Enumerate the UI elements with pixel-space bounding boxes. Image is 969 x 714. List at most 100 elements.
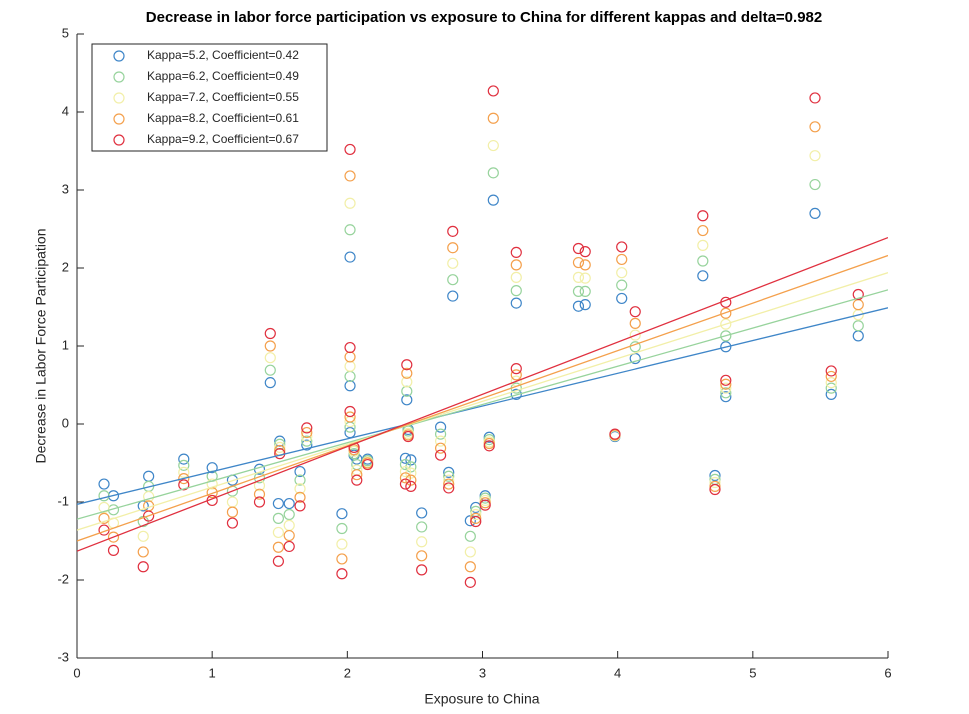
- data-point: [264, 340, 276, 352]
- data-point: [579, 272, 591, 284]
- data-point: [206, 462, 218, 474]
- data-point: [697, 239, 709, 251]
- data-point: [434, 442, 447, 454]
- data-point: [579, 246, 591, 258]
- data-point: [510, 271, 522, 283]
- data-point: [336, 522, 348, 535]
- data-point: [399, 472, 412, 484]
- chart-title: Decrease in labor force participation vs…: [146, 9, 822, 26]
- data-point: [487, 85, 499, 97]
- data-point: [416, 536, 428, 548]
- data-point: [443, 470, 455, 482]
- y-tick-label: -3: [57, 649, 69, 664]
- data-point: [443, 474, 455, 486]
- data-point: [720, 374, 732, 386]
- data-point: [272, 497, 284, 510]
- data-point: [709, 476, 721, 489]
- x-tick-label: 1: [209, 665, 216, 680]
- data-point: [579, 285, 591, 297]
- data-point: [274, 441, 286, 453]
- data-point: [178, 466, 190, 478]
- data-point: [825, 388, 837, 400]
- data-point: [809, 121, 821, 133]
- legend-label: Kappa=5.2, Coefficient=0.42: [147, 48, 299, 62]
- data-point: [402, 430, 414, 443]
- data-point: [344, 351, 356, 363]
- data-point: [301, 422, 313, 434]
- data-point: [401, 376, 413, 388]
- data-point: [344, 143, 356, 156]
- fit-line: [77, 236, 888, 552]
- data-point: [720, 391, 732, 403]
- data-point: [301, 435, 313, 447]
- data-point: [137, 561, 149, 573]
- data-point: [609, 428, 621, 440]
- data-point: [344, 170, 356, 182]
- data-point: [253, 488, 266, 500]
- data-point: [720, 341, 732, 353]
- data-point: [344, 197, 356, 209]
- y-tick-label: 2: [62, 259, 69, 274]
- data-point: [470, 512, 482, 524]
- data-point: [283, 508, 295, 521]
- data-point: [510, 297, 522, 309]
- x-tick-label: 2: [344, 665, 351, 680]
- y-tick-label: -1: [57, 493, 69, 508]
- data-point: [336, 508, 348, 520]
- data-point: [143, 490, 155, 503]
- data-point: [697, 270, 709, 282]
- fit-line: [77, 254, 888, 542]
- data-point: [720, 378, 732, 390]
- data-point: [416, 507, 428, 519]
- data-point: [351, 469, 363, 481]
- data-point: [264, 352, 276, 364]
- data-point: [709, 483, 721, 496]
- data-point: [487, 139, 499, 152]
- data-point: [579, 299, 591, 311]
- data-point: [447, 257, 459, 269]
- data-point: [344, 411, 356, 423]
- data-point: [572, 285, 585, 297]
- data-point: [447, 274, 459, 286]
- y-tick-label: 1: [62, 337, 69, 352]
- data-point: [479, 499, 491, 511]
- data-point: [253, 496, 266, 508]
- data-point: [301, 426, 313, 439]
- y-tick-label: 4: [62, 103, 69, 118]
- data-point: [401, 359, 413, 371]
- data-point: [178, 459, 190, 471]
- data-point: [344, 341, 356, 354]
- data-point: [336, 538, 348, 550]
- data-point: [399, 465, 412, 478]
- legend-label: Kappa=8.2, Coefficient=0.61: [147, 111, 299, 125]
- data-point: [720, 330, 732, 342]
- data-point: [98, 512, 110, 524]
- y-tick-label: -2: [57, 571, 69, 586]
- data-point: [434, 435, 447, 447]
- x-tick-label: 4: [614, 665, 621, 680]
- data-point: [629, 317, 641, 329]
- data-point: [809, 207, 821, 219]
- plot-area: [77, 85, 888, 588]
- data-point: [283, 497, 295, 510]
- data-point: [434, 428, 447, 440]
- data-point: [416, 564, 428, 576]
- data-point: [399, 478, 412, 490]
- data-point: [301, 439, 313, 451]
- data-point: [137, 530, 149, 542]
- data-point: [351, 474, 363, 486]
- data-point: [825, 382, 837, 394]
- data-point: [720, 382, 732, 394]
- data-point: [178, 473, 190, 485]
- data-point: [852, 320, 864, 332]
- fit-line: [77, 289, 888, 520]
- data-point: [470, 508, 482, 521]
- data-point: [294, 500, 306, 512]
- legend-marker: [113, 92, 125, 104]
- y-tick-label: 3: [62, 181, 69, 196]
- y-tick-label: 0: [62, 415, 69, 430]
- data-point: [416, 550, 428, 562]
- legend-box: [91, 43, 328, 152]
- data-point: [443, 478, 455, 490]
